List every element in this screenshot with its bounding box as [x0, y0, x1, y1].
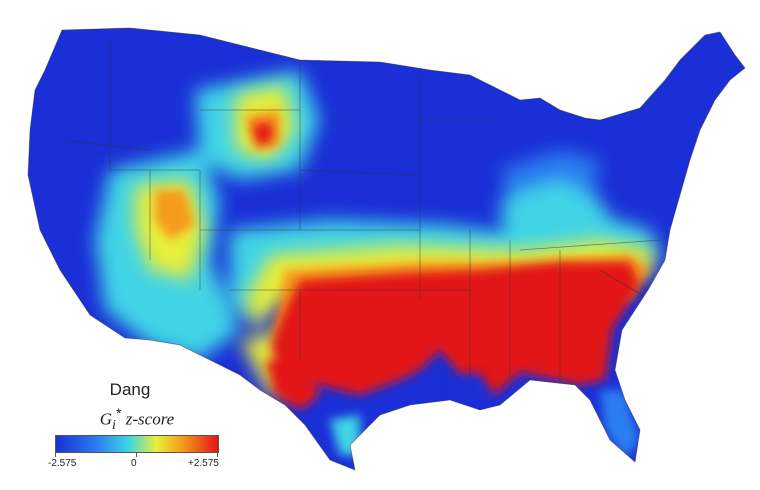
- legend-subtitle-text: z-score: [121, 409, 175, 429]
- legend-subtitle: Gi* z-score: [62, 406, 212, 434]
- legend-tick-mid: 0: [131, 458, 137, 469]
- legend-symbol: G: [99, 409, 113, 429]
- us-outline: [27, 27, 746, 471]
- band-ohio: [500, 180, 620, 240]
- legend-tick-max-mark: [217, 452, 218, 457]
- region-red: [252, 122, 640, 410]
- legend-tick-max: +2.575: [188, 458, 219, 469]
- legend-title: Dang: [109, 380, 151, 399]
- legend-symbol-superscript: *: [115, 406, 122, 422]
- legend-colorbar: [55, 435, 219, 453]
- red-south-core: [270, 262, 640, 395]
- red-wyoming-hotspot: [252, 122, 272, 145]
- orange-utah: [155, 190, 195, 240]
- red-texas-south: [265, 360, 320, 410]
- legend-tick-min-mark: [55, 452, 56, 457]
- legend-tick-min: -2.575: [48, 458, 77, 469]
- state-borders: [59, 40, 661, 385]
- legend-tick-mid-mark: [136, 452, 137, 457]
- pocket-new-orleans: [448, 372, 492, 405]
- legend-symbol-subscript: i: [112, 417, 116, 434]
- border-lines: [59, 40, 661, 385]
